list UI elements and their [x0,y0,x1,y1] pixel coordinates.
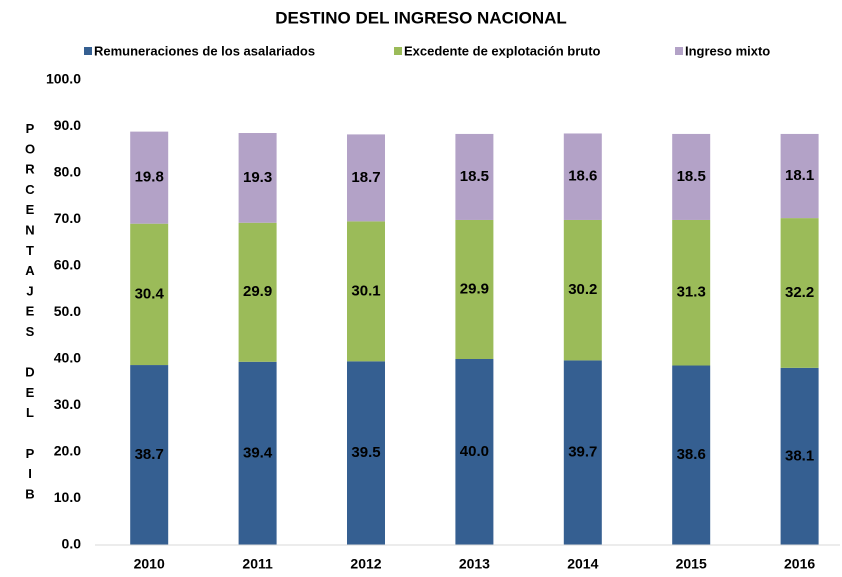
bar-segment [780,367,819,545]
data-label: 38.6 [677,446,706,463]
y-tick-label: 80.0 [54,164,81,180]
y-tick-label: 50.0 [54,303,81,319]
bar-segment [238,133,277,223]
x-tick-label: 2013 [459,556,490,572]
bar-segment [130,365,169,545]
y-tick-label: 60.0 [54,257,81,273]
x-tick-label: 2010 [134,556,165,572]
data-label: 39.7 [568,444,597,461]
data-label: 30.4 [135,285,165,302]
y-tick-label: 0.0 [62,536,82,552]
data-label: 31.3 [677,284,706,301]
data-label: 18.5 [460,168,489,185]
y-tick-label: 20.0 [54,443,81,459]
data-label: 29.9 [243,283,272,300]
bar-segment [672,365,711,545]
data-label: 19.3 [243,169,272,186]
legend-swatch [394,47,402,55]
data-label: 39.4 [243,444,273,461]
x-tick-label: 2011 [242,556,273,572]
y-tick-label: 40.0 [54,350,81,366]
bar-segment [238,222,277,362]
legend-label: Ingreso mixto [685,43,770,58]
bar-segment [347,361,385,545]
bar-segment [455,133,494,220]
bar-segment [455,359,494,545]
data-label: 30.1 [351,282,380,299]
y-tick-label: 30.0 [54,396,81,412]
y-tick-label: 10.0 [54,489,81,505]
bar-segment [563,133,602,220]
data-label: 40.0 [460,443,489,460]
data-label: 18.1 [785,167,814,184]
bar-segment [347,221,385,362]
bar-segment [672,219,711,366]
bar-segment [347,134,385,222]
x-tick-label: 2015 [676,556,707,572]
y-tick-label: 100.0 [46,71,81,87]
legend-swatch [84,47,92,55]
bar-segment [563,219,602,361]
y-tick-label: 90.0 [54,117,81,133]
legend-label: Excedente de explotación bruto [404,43,601,58]
bar-segment [780,133,819,219]
legend-label: Remuneraciones de los asalariados [94,43,315,58]
legend-swatch [675,47,683,55]
bar-segment [563,360,602,545]
data-label: 38.1 [785,447,814,464]
bar-segment [130,223,169,366]
y-tick-label: 70.0 [54,210,81,226]
data-label: 18.7 [351,169,380,186]
bar-segment [672,133,711,220]
bar-segment [238,361,277,545]
data-label: 18.6 [568,168,597,185]
chart-title: DESTINO DEL INGRESO NACIONAL [275,8,567,27]
data-label: 30.2 [568,281,597,298]
x-tick-label: 2016 [784,556,815,572]
bar-segment [130,131,169,224]
data-label: 19.8 [135,169,164,186]
bar-segment [780,218,819,368]
data-label: 39.5 [351,444,380,461]
x-tick-label: 2014 [567,556,598,572]
data-label: 29.9 [460,280,489,297]
data-label: 38.7 [135,446,164,463]
data-label: 18.5 [677,168,706,185]
x-tick-label: 2012 [350,556,381,572]
data-label: 32.2 [785,284,814,301]
bar-segment [455,219,494,359]
